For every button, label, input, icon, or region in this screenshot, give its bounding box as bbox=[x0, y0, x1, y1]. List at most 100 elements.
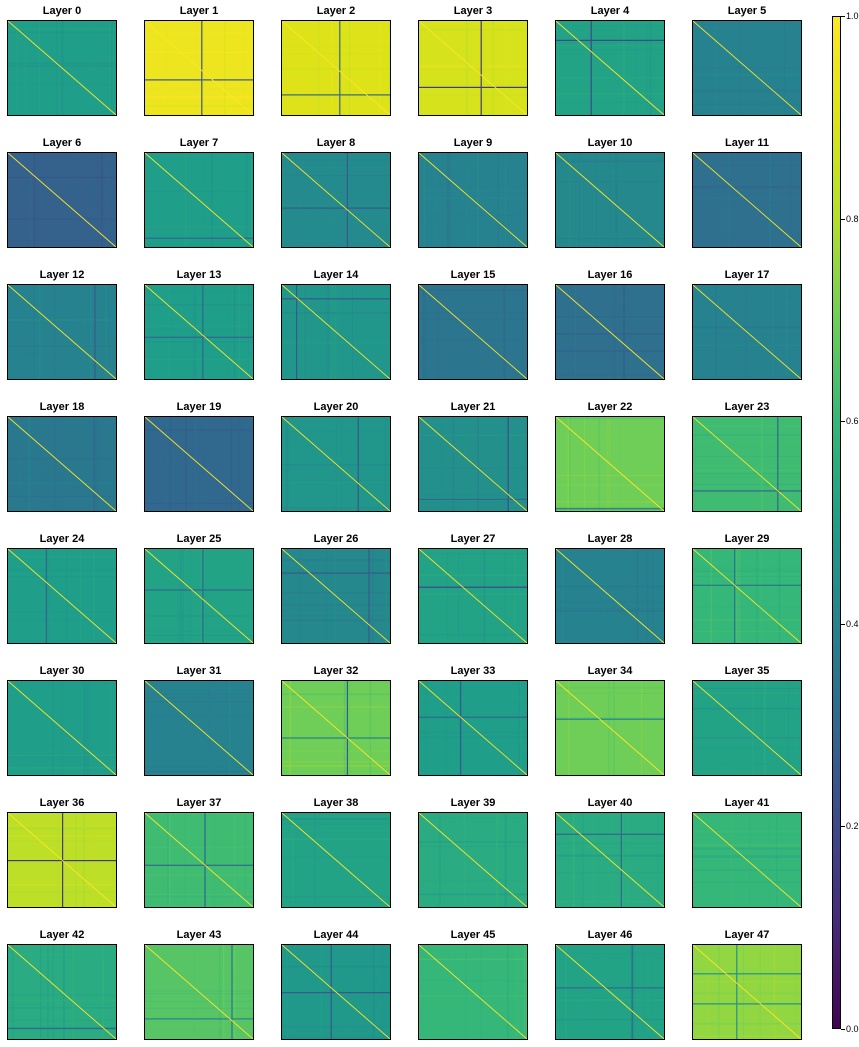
texture-stripe bbox=[200, 549, 203, 643]
panel-title: Layer 13 bbox=[176, 269, 222, 281]
texture-stripe bbox=[423, 681, 424, 775]
texture-stripe bbox=[419, 982, 527, 983]
texture-stripe bbox=[778, 549, 781, 643]
texture-stripe bbox=[238, 417, 240, 511]
texture-stripe bbox=[624, 549, 626, 643]
texture-stripe bbox=[282, 614, 390, 616]
texture-stripe bbox=[636, 549, 639, 643]
texture-stripe bbox=[282, 818, 390, 820]
texture-stripe bbox=[693, 376, 801, 379]
heatmap-plot bbox=[692, 416, 802, 512]
texture-stripe bbox=[419, 731, 527, 733]
texture-stripe bbox=[749, 813, 751, 907]
texture-stripe bbox=[519, 681, 522, 775]
texture-stripe bbox=[422, 945, 424, 1039]
texture-stripe bbox=[55, 417, 57, 511]
heatmap-panel: Layer 25 bbox=[144, 531, 254, 644]
texture-stripe bbox=[248, 285, 249, 379]
texture-stripe bbox=[53, 417, 55, 511]
heatmap-panel: Layer 26 bbox=[281, 531, 391, 644]
low-similarity-line bbox=[145, 237, 253, 239]
heatmap-plot bbox=[418, 20, 528, 116]
diagonal-line bbox=[419, 945, 527, 1039]
heatmap-plot bbox=[555, 548, 665, 644]
texture-stripe bbox=[243, 21, 245, 115]
heatmap-canvas bbox=[145, 813, 253, 907]
texture-stripe bbox=[282, 221, 390, 223]
texture-stripe bbox=[452, 681, 453, 775]
texture-stripe bbox=[331, 285, 333, 379]
texture-stripe bbox=[145, 1024, 253, 1026]
heatmap-canvas bbox=[145, 153, 253, 247]
texture-stripe bbox=[282, 856, 390, 858]
texture-stripe bbox=[727, 153, 729, 247]
texture-stripe bbox=[234, 945, 235, 1039]
diagonal-line bbox=[282, 153, 390, 247]
texture-stripe bbox=[304, 285, 306, 379]
texture-stripe bbox=[693, 91, 801, 94]
texture-stripe bbox=[569, 417, 571, 511]
heatmap-panel: Layer 10 bbox=[555, 135, 665, 248]
texture-stripe bbox=[423, 153, 426, 247]
texture-stripe bbox=[556, 957, 664, 958]
texture-stripe bbox=[282, 760, 390, 763]
panel-title: Layer 20 bbox=[313, 401, 359, 413]
low-similarity-line bbox=[620, 813, 622, 907]
panel-title: Layer 44 bbox=[313, 929, 359, 941]
texture-stripe bbox=[419, 696, 527, 699]
low-similarity-line bbox=[419, 586, 527, 588]
texture-stripe bbox=[693, 992, 801, 995]
texture-stripe bbox=[419, 736, 527, 738]
texture-stripe bbox=[419, 846, 527, 847]
texture-stripe bbox=[145, 502, 253, 504]
texture-stripe bbox=[556, 475, 664, 476]
heatmap-panel: Layer 41 bbox=[692, 795, 802, 908]
texture-stripe bbox=[8, 994, 116, 996]
low-similarity-line bbox=[45, 549, 47, 643]
texture-stripe bbox=[466, 21, 468, 115]
texture-stripe bbox=[169, 417, 172, 511]
heatmap-canvas bbox=[282, 813, 390, 907]
texture-stripe bbox=[234, 945, 236, 1039]
texture-stripe bbox=[419, 732, 527, 734]
heatmap-canvas bbox=[282, 153, 390, 247]
texture-stripe bbox=[693, 326, 801, 329]
heatmap-canvas bbox=[145, 681, 253, 775]
texture-stripe bbox=[145, 68, 253, 70]
texture-stripe bbox=[46, 549, 49, 643]
texture-stripe bbox=[167, 21, 170, 115]
texture-stripe bbox=[693, 440, 801, 441]
texture-stripe bbox=[337, 285, 339, 379]
colorbar-tick bbox=[841, 623, 845, 625]
texture-stripe bbox=[145, 993, 253, 995]
panel-title: Layer 6 bbox=[42, 137, 82, 149]
texture-stripe bbox=[47, 945, 49, 1039]
panel-title: Layer 14 bbox=[313, 269, 359, 281]
texture-stripe bbox=[208, 681, 210, 775]
texture-stripe bbox=[341, 417, 343, 511]
texture-stripe bbox=[282, 159, 390, 161]
heatmap-canvas bbox=[693, 549, 801, 643]
texture-stripe bbox=[632, 945, 635, 1039]
texture-stripe bbox=[514, 945, 517, 1039]
low-similarity-line bbox=[202, 285, 204, 379]
texture-stripe bbox=[452, 417, 455, 511]
heatmap-canvas bbox=[8, 549, 116, 643]
texture-stripe bbox=[764, 681, 766, 775]
texture-stripe bbox=[145, 554, 253, 556]
heatmap-plot bbox=[281, 20, 391, 116]
texture-stripe bbox=[477, 153, 479, 247]
texture-stripe bbox=[693, 737, 801, 739]
heatmap-canvas bbox=[8, 813, 116, 907]
texture-stripe bbox=[693, 568, 801, 570]
heatmap-canvas bbox=[282, 417, 390, 511]
texture-stripe bbox=[8, 999, 116, 1002]
texture-stripe bbox=[567, 417, 570, 511]
low-similarity-line bbox=[419, 498, 527, 500]
texture-stripe bbox=[693, 434, 801, 435]
texture-stripe bbox=[8, 555, 116, 558]
low-similarity-line bbox=[368, 549, 370, 643]
diagonal-line bbox=[419, 285, 527, 379]
low-similarity-line bbox=[419, 716, 527, 718]
colorbar-tick bbox=[841, 421, 845, 423]
